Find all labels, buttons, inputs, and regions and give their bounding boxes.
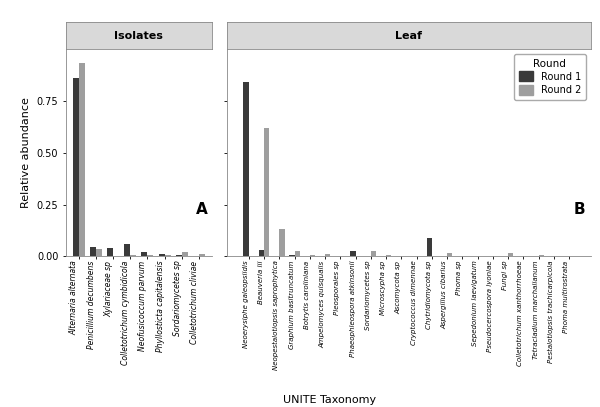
Bar <box>107 248 113 256</box>
Bar <box>244 82 249 256</box>
Bar <box>79 63 85 256</box>
Text: B: B <box>574 202 586 217</box>
Text: Leaf: Leaf <box>395 31 422 41</box>
Bar <box>310 255 315 256</box>
Text: UNITE Taxonomy: UNITE Taxonomy <box>283 395 377 405</box>
Bar <box>350 251 356 256</box>
Bar <box>90 247 96 256</box>
Legend: Round 1, Round 2: Round 1, Round 2 <box>514 54 586 100</box>
Y-axis label: Relative abundance: Relative abundance <box>21 97 31 208</box>
Text: A: A <box>196 202 207 217</box>
Bar <box>148 254 154 256</box>
Bar <box>447 253 452 256</box>
Bar <box>289 255 295 256</box>
Bar <box>325 254 331 256</box>
Bar <box>96 249 102 256</box>
Bar <box>386 255 391 256</box>
Bar <box>142 252 148 256</box>
Bar <box>264 128 269 256</box>
Bar <box>539 255 544 256</box>
Text: Isolates: Isolates <box>115 31 163 41</box>
Bar <box>176 255 182 256</box>
Bar <box>182 252 188 256</box>
Bar <box>508 253 514 256</box>
Bar <box>130 255 136 256</box>
Bar <box>259 250 264 256</box>
Bar <box>158 254 164 256</box>
Bar <box>280 230 284 256</box>
Bar <box>427 238 432 256</box>
Bar <box>295 251 300 256</box>
Bar <box>73 78 79 256</box>
Bar <box>199 254 205 256</box>
Bar <box>164 255 170 256</box>
Bar <box>371 251 376 256</box>
Bar <box>124 244 130 256</box>
